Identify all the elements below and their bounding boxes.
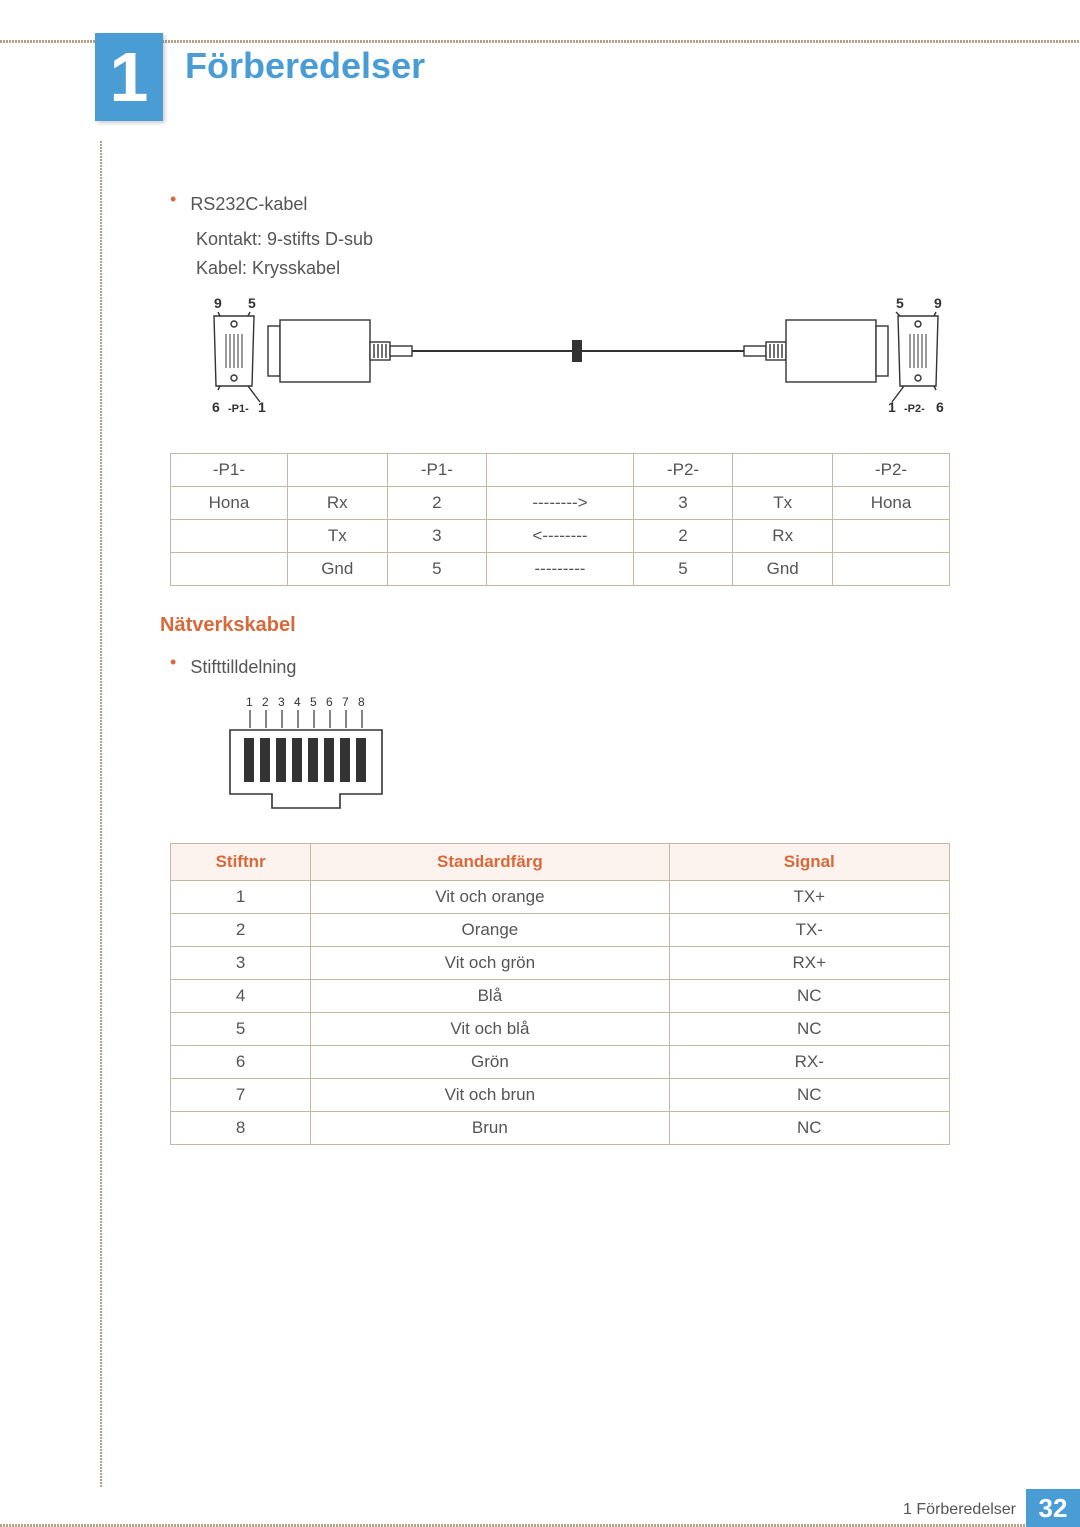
svg-text:5: 5	[310, 695, 317, 709]
rs232-title: RS232C-kabel	[190, 190, 307, 219]
svg-text:2: 2	[262, 695, 269, 709]
diag-label-lp1: -P1-	[228, 403, 249, 415]
page-content: • RS232C-kabel Kontakt: 9-stifts D-sub K…	[170, 190, 980, 1145]
diag-label-rp2: -P2-	[904, 403, 925, 415]
table-row: Gnd5---------5Gnd	[171, 553, 950, 586]
rj45-table-body: 1Vit och orangeTX+ 2OrangeTX- 3Vit och g…	[171, 881, 950, 1145]
network-pinout-label: Stifttilldelning	[190, 653, 296, 682]
table-row: HonaRx2-------->3TxHona	[171, 487, 950, 520]
rj45-pin-numbers: 1 2 3 4 5 6 7 8	[246, 695, 365, 709]
left-border-stripe	[100, 140, 102, 1487]
rj45-diagram: 1 2 3 4 5 6 7 8	[210, 694, 980, 829]
network-heading: Nätverkskabel	[160, 614, 980, 637]
col-stiftnr: Stiftnr	[171, 844, 311, 881]
table-row: 1Vit och orangeTX+	[171, 881, 950, 914]
rs232-diagram: 9 5 5 9	[196, 294, 980, 439]
chapter-title: Förberedelser	[185, 45, 425, 87]
table-row: 6GrönRX-	[171, 1046, 950, 1079]
svg-text:7: 7	[342, 695, 349, 709]
table-row: 2OrangeTX-	[171, 914, 950, 947]
footer-breadcrumb: 1 Förberedelser	[903, 1501, 1016, 1519]
table-row: -P1--P1--P2--P2-	[171, 454, 950, 487]
table-row: Tx3<--------2Rx	[171, 520, 950, 553]
table-row: 7Vit och brunNC	[171, 1079, 950, 1112]
table-header-row: Stiftnr Standardfärg Signal	[171, 844, 950, 881]
svg-text:6: 6	[326, 695, 333, 709]
svg-text:4: 4	[294, 695, 301, 709]
table-row: 8BrunNC	[171, 1112, 950, 1145]
bullet-dot-icon: •	[170, 653, 176, 671]
diag-label-r6: 6	[936, 399, 944, 415]
page-footer: 1 Förberedelser 32	[0, 1487, 1080, 1527]
rs232-pin-table: -P1--P1--P2--P2- HonaRx2-------->3TxHona…	[170, 453, 950, 586]
rs232-table-body: -P1--P1--P2--P2- HonaRx2-------->3TxHona…	[171, 454, 950, 586]
diag-label-r5: 5	[896, 295, 904, 311]
diag-label-r1: 1	[888, 399, 896, 415]
page-number: 32	[1026, 1489, 1080, 1527]
diag-label-l5: 5	[248, 295, 256, 311]
diag-label-l9: 9	[214, 295, 222, 311]
bullet-rs232: • RS232C-kabel	[170, 190, 980, 219]
bullet-network: • Stifttilldelning	[170, 653, 980, 682]
svg-text:1: 1	[246, 695, 253, 709]
bullet-dot-icon: •	[170, 190, 176, 208]
table-row: 3Vit och grönRX+	[171, 947, 950, 980]
diag-label-r9: 9	[934, 295, 942, 311]
table-row: 5Vit och blåNC	[171, 1013, 950, 1046]
col-signal: Signal	[669, 844, 949, 881]
svg-text:3: 3	[278, 695, 285, 709]
table-row: 4BlåNC	[171, 980, 950, 1013]
rs232-cable: Kabel: Krysskabel	[196, 254, 980, 283]
rs232-contact: Kontakt: 9-stifts D-sub	[196, 225, 980, 254]
rj45-pin-table: Stiftnr Standardfärg Signal 1Vit och ora…	[170, 843, 950, 1145]
col-standardfarg: Standardfärg	[311, 844, 669, 881]
diag-label-l6: 6	[212, 399, 220, 415]
chapter-number-box: 1	[95, 33, 163, 121]
svg-text:8: 8	[358, 695, 365, 709]
diag-label-l1: 1	[258, 399, 266, 415]
